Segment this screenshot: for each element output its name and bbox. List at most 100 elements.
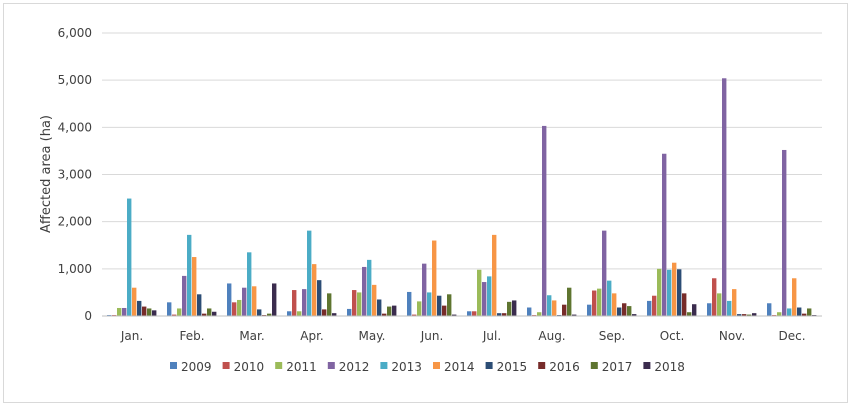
- bar-2013-jun: [427, 292, 432, 316]
- bar-2009-oct: [647, 300, 652, 316]
- bar-2014-jul: [492, 234, 497, 316]
- bar-2011-may: [357, 292, 362, 316]
- bar-2015-sep: [617, 307, 622, 316]
- bar-2015-apr: [317, 280, 322, 316]
- x-tick-label: Mar.: [239, 329, 264, 343]
- bar-2016-aug: [562, 304, 567, 316]
- legend-label: 2010: [234, 360, 265, 374]
- bar-2015-feb: [197, 294, 202, 316]
- bar-2011-nov: [717, 293, 722, 316]
- bar-2013-feb: [187, 234, 192, 316]
- legend-label: 2011: [286, 360, 317, 374]
- bar-2009-sep: [587, 304, 592, 316]
- bar-2012-may: [362, 266, 367, 316]
- bar-2012-nov: [722, 78, 727, 316]
- bar-2018-sep: [632, 314, 637, 316]
- bar-2017-apr: [327, 293, 332, 316]
- legend-label: 2012: [339, 360, 370, 374]
- bar-2018-nov: [752, 313, 757, 316]
- bar-2014-feb: [192, 257, 197, 316]
- bar-2018-oct: [692, 304, 697, 316]
- x-tick-label: Apr.: [300, 329, 323, 343]
- x-tick-label: Aug.: [538, 329, 565, 343]
- bar-2013-sep: [607, 280, 612, 316]
- bar-2009-nov: [707, 303, 712, 316]
- bar-2013-mar: [247, 252, 252, 316]
- x-tick-label: Jul.: [482, 329, 501, 343]
- bar-2016-dec: [802, 313, 807, 316]
- legend-swatch: [222, 362, 230, 369]
- bar-2018-jul: [512, 300, 517, 316]
- bar-2010-apr: [292, 290, 297, 316]
- legend: 2009 2010 2011 2012 2013 2014 2015 2016 2017 2018: [170, 360, 685, 374]
- legend-swatch: [538, 362, 546, 369]
- bar-2016-oct: [682, 293, 687, 316]
- bar-2010-may: [352, 290, 357, 316]
- bar-2014-aug: [552, 300, 557, 316]
- bar-2016-sep: [622, 303, 627, 316]
- legend-swatch: [275, 362, 283, 369]
- bar-2014-may: [372, 284, 377, 316]
- bar-2014-jun: [432, 240, 437, 316]
- bar-2009-mar: [227, 283, 232, 316]
- bars: [107, 78, 817, 316]
- bar-2015-oct: [677, 269, 682, 316]
- y-tick-label: 3,000: [58, 168, 92, 182]
- bar-2009-jul: [467, 311, 472, 316]
- y-tick-label: 6,000: [58, 26, 92, 40]
- bar-2017-nov: [747, 314, 752, 316]
- bar-2012-sep: [602, 230, 607, 316]
- x-tick-label: Oct.: [660, 329, 685, 343]
- bar-2010-feb: [172, 314, 177, 316]
- bar-2014-mar: [252, 286, 257, 316]
- bar-2011-oct: [657, 268, 662, 316]
- bar-2009-apr: [287, 311, 292, 316]
- bar-2009-aug: [527, 307, 532, 316]
- y-tick-label: 4,000: [58, 120, 92, 134]
- bar-2017-dec: [807, 308, 812, 316]
- bar-2018-jun: [452, 314, 457, 316]
- y-tick-label: 5,000: [58, 73, 92, 87]
- x-axis-ticks: Jan. Feb. Mar. Apr. May. Jun. Jul. Aug. Sep. Oct.…: [120, 329, 806, 343]
- bar-2010-jun: [412, 314, 417, 316]
- bar-2012-mar: [242, 287, 247, 316]
- bar-2017-jul: [507, 301, 512, 316]
- bar-2016-jun: [442, 305, 447, 316]
- bar-2011-dec: [777, 312, 782, 316]
- bar-2012-jun: [422, 263, 427, 316]
- bar-2014-sep: [612, 293, 617, 316]
- bar-2013-nov: [727, 300, 732, 316]
- bar-2018-mar: [272, 283, 277, 316]
- legend-swatch: [433, 362, 440, 369]
- bar-2017-sep: [627, 306, 632, 316]
- bar-2015-nov: [737, 314, 742, 316]
- bar-2016-apr: [322, 309, 327, 316]
- bar-2014-apr: [312, 264, 317, 316]
- bar-2010-jul: [472, 311, 477, 316]
- bar-2015-may: [377, 299, 382, 316]
- bar-2012-feb: [182, 275, 187, 316]
- legend-label: 2018: [654, 360, 685, 374]
- bar-2011-mar: [237, 299, 242, 316]
- legend-label: 2017: [602, 360, 633, 374]
- legend-label: 2016: [549, 360, 580, 374]
- bar-2018-jan: [152, 310, 157, 316]
- bar-2012-apr: [302, 289, 307, 316]
- y-axis-ticks: 0 1,000 2,000 3,000 4,000 5,000 6,000: [58, 26, 92, 323]
- y-tick-label: 0: [84, 309, 92, 323]
- bar-2018-may: [392, 305, 397, 316]
- bar-2011-aug: [537, 312, 542, 316]
- bar-2011-jul: [477, 269, 482, 316]
- bar-2014-nov: [732, 289, 737, 316]
- legend-label: 2015: [497, 360, 528, 374]
- bar-2011-feb: [177, 308, 182, 316]
- bar-2010-sep: [592, 290, 597, 316]
- bar-2016-may: [382, 313, 387, 316]
- bar-2015-dec: [797, 307, 802, 316]
- legend-swatch: [485, 362, 493, 369]
- bar-2010-oct: [652, 295, 657, 316]
- bar-2018-apr: [332, 313, 337, 316]
- bar-2013-may: [367, 259, 372, 316]
- bar-2018-feb: [212, 311, 217, 316]
